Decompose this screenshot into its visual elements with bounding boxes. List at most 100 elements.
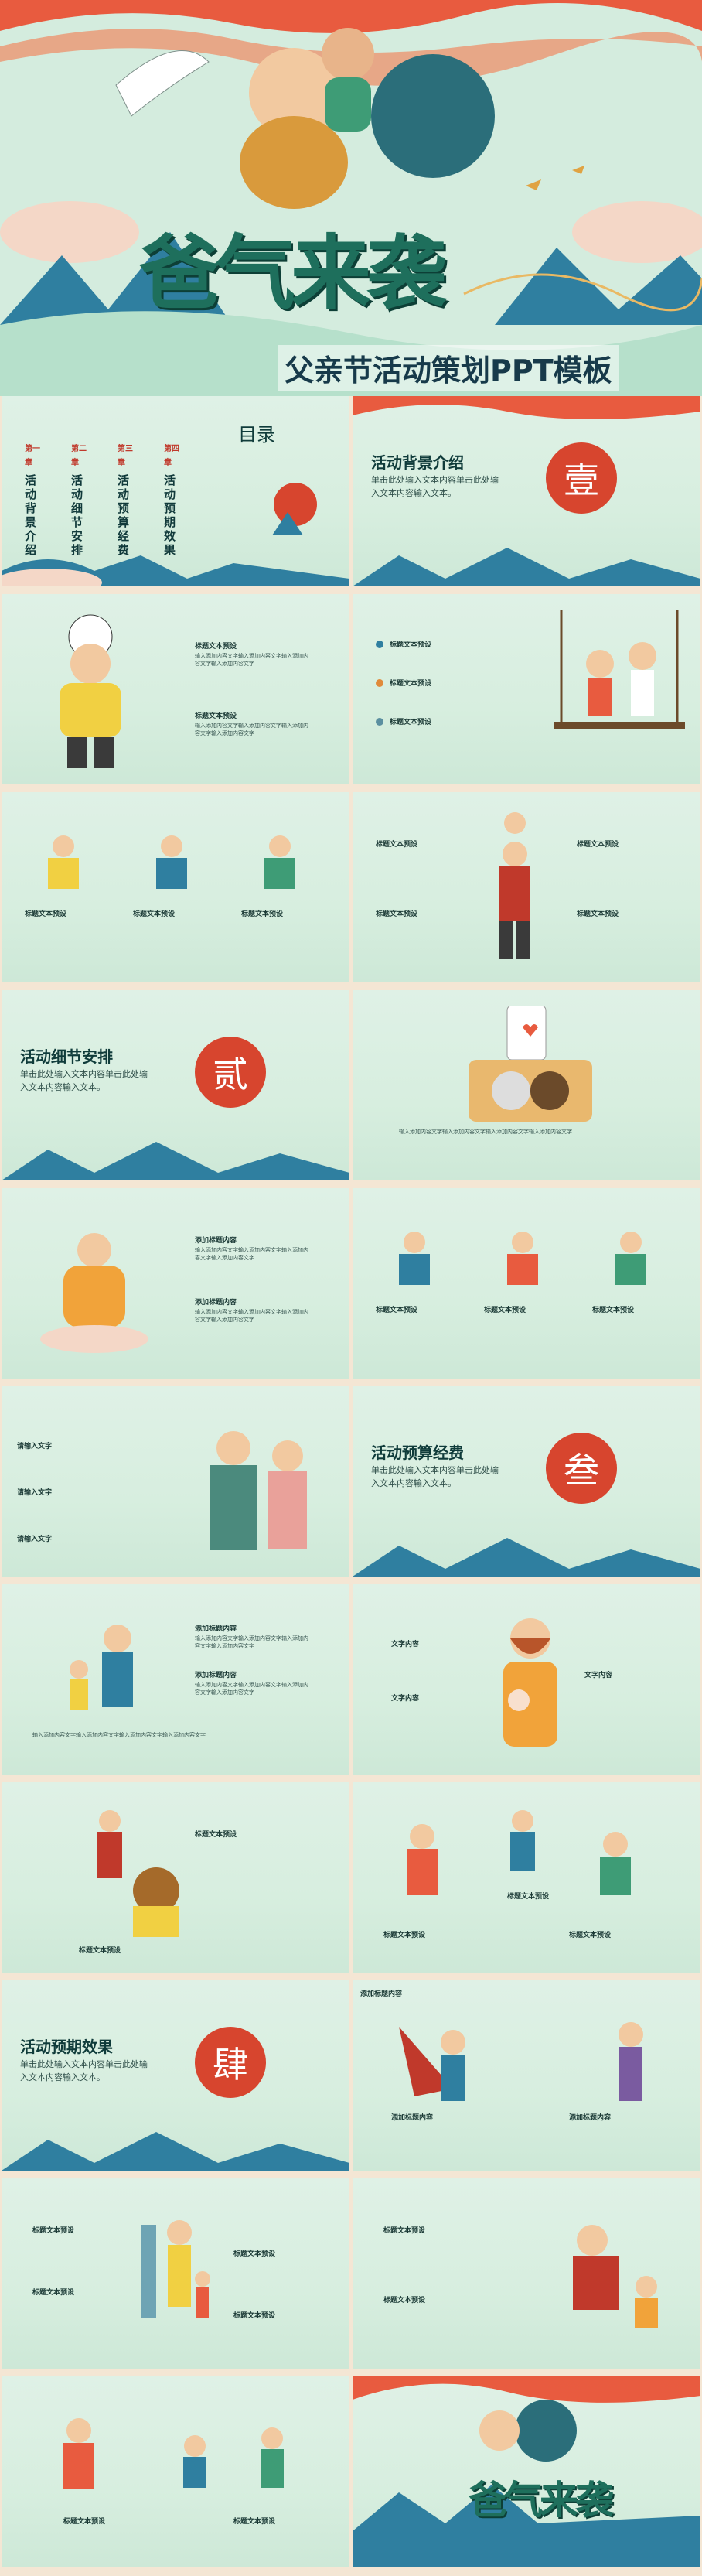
item-heading: 标题文本预设	[133, 910, 176, 918]
slide-dad-lifting-child[interactable]: 标题文本预设 标题文本预设 标题文本预设 标题文本预设	[353, 792, 700, 982]
slide-section-3[interactable]: 活动预算经费 单击此处输入文本内容单击此处输入文本内容输入文本。 叁	[353, 1386, 700, 1577]
slide-section-4[interactable]: 活动预期效果 单击此处输入文本内容单击此处输入文本内容输入文本。 肆	[2, 1980, 349, 2171]
item-text: 输入添加内容文字输入添加内容文字输入添加内容文字输入添加内容文字	[195, 723, 308, 736]
item-heading: 标题文本预设	[577, 910, 619, 918]
item-heading: 标题文本预设	[195, 643, 237, 651]
item-heading: 标题文本预设	[32, 2227, 75, 2235]
section-seal: 肆	[195, 2027, 266, 2098]
closing-title: 爸气来袭	[469, 2477, 614, 2523]
item-heading: 添加标题内容	[195, 1299, 237, 1307]
slide-grandparents[interactable]: 请输入文字 请输入文字 请输入文字	[2, 1386, 349, 1577]
item-heading: 添加标题内容	[195, 1625, 237, 1633]
item-heading: 标题文本预设	[507, 1893, 550, 1901]
item-heading: 标题文本预设	[390, 641, 432, 649]
slide-section-1[interactable]: 活动背景介绍 单击此处输入文本内容单击此处输入文本内容输入文本。 壹	[353, 396, 700, 586]
item-heading: 请输入文字	[17, 1443, 53, 1450]
item-heading: 标题文本预设	[383, 2297, 426, 2304]
section-desc: 单击此处输入文本内容单击此处输入文本内容输入文本。	[371, 475, 499, 498]
item-heading: 请输入文字	[17, 1536, 53, 1543]
item-heading: 标题文本预设	[383, 2227, 426, 2235]
section-desc: 单击此处输入文本内容单击此处输入文本内容输入文本。	[20, 1069, 148, 1092]
section-seal: 贰	[195, 1037, 266, 1108]
item-heading: 添加标题内容	[360, 1990, 403, 1998]
slide-beach[interactable]: 添加标题内容 输入添加内容文字输入添加内容文字输入添加内容文字输入添加内容文字 …	[2, 1584, 349, 1775]
slide-dad-bear[interactable]: 标题文本预设 标题文本预设	[2, 1782, 349, 1973]
slide-panda-dad[interactable]: 标题文本预设 输入添加内容文字输入添加内容文字输入添加内容文字输入添加内容文字 …	[2, 594, 349, 784]
slide-section-2[interactable]: 活动细节安排 单击此处输入文本内容单击此处输入文本内容输入文本。 贰	[2, 990, 349, 1180]
slide-three-scenes[interactable]: 标题文本预设 标题文本预设 标题文本预设	[2, 792, 349, 982]
item-heading: 添加标题内容	[569, 2114, 612, 2122]
selfie-illustration	[469, 1006, 592, 1122]
cover-artwork	[0, 0, 702, 396]
slide-reading[interactable]: 标题文本预设 标题文本预设	[353, 2178, 700, 2369]
item-heading: 文字内容	[391, 1695, 420, 1703]
item-heading: 添加标题内容	[391, 2114, 434, 2122]
dad-child-walk-illustration	[141, 2220, 210, 2318]
slide-mother-baby[interactable]: 添加标题内容 输入添加内容文字输入添加内容文字输入添加内容文字输入添加内容文字 …	[2, 1188, 349, 1379]
slide-city-walk[interactable]: 标题文本预设 标题文本预设 标题文本预设 标题文本预设	[2, 2178, 349, 2369]
item-heading: 标题文本预设	[233, 2250, 276, 2258]
footer-text: 输入添加内容文字输入添加内容文字输入添加内容文字输入添加内容文字	[399, 1129, 572, 1135]
family-scenes-illustration	[407, 1810, 631, 1895]
dad-lifting-child-illustration	[499, 812, 530, 959]
family-activities-illustration	[63, 2418, 284, 2489]
section-seal: 叁	[546, 1433, 617, 1504]
item-text: 输入添加内容文字输入添加内容文字输入添加内容文字输入添加内容文字	[195, 1635, 308, 1649]
mountain-art	[353, 1538, 700, 1577]
slide-closing[interactable]: 爸气来袭	[353, 2376, 700, 2567]
item-heading: 文字内容	[391, 1641, 420, 1648]
swing-family-illustration	[554, 610, 685, 729]
mountain-art	[2, 2132, 349, 2171]
closing-cover-art	[353, 2376, 700, 2567]
item-heading: 标题文本预设	[390, 719, 432, 726]
section-desc: 单击此处输入文本内容单击此处输入文本内容输入文本。	[20, 2059, 148, 2082]
item-heading: 标题文本预设	[376, 841, 418, 849]
dad-panda-illustration	[60, 614, 121, 768]
item-text: 输入添加内容文字输入添加内容文字输入添加内容文字输入添加内容文字	[195, 1682, 308, 1696]
slide-swing[interactable]: 标题文本预设 标题文本预设 标题文本预设	[353, 594, 700, 784]
section-title: 活动细节安排	[20, 1047, 113, 1066]
item-heading: 标题文本预设	[25, 910, 67, 918]
item-heading: 标题文本预设	[376, 1307, 418, 1314]
slide-dad-baby[interactable]: 文字内容 文字内容 文字内容	[353, 1584, 700, 1775]
item-heading: 添加标题内容	[195, 1672, 237, 1679]
wave-art	[353, 396, 700, 419]
item-heading: 标题文本预设	[32, 2289, 75, 2297]
dad-reading-illustration	[573, 2225, 658, 2328]
section-title: 活动预期效果	[20, 2038, 113, 2056]
mountain-art	[353, 548, 700, 586]
sun-crane-art	[272, 483, 317, 535]
slide-toc[interactable]: 目录 第一章 活动背景介绍 第二章 活动细节安排 第三章 活动预算经费 第四章 活动预期…	[2, 396, 349, 586]
item-heading: 文字内容	[584, 1672, 613, 1679]
toc-item-4[interactable]: 第四章 活动预期效果	[164, 445, 179, 557]
toc-item-3[interactable]: 第三章 活动预算经费	[118, 445, 133, 557]
three-activities-illustration	[399, 1232, 646, 1285]
mountain-art	[2, 1142, 349, 1180]
item-heading: 标题文本预设	[233, 2518, 276, 2526]
toc-item-2[interactable]: 第二章 活动细节安排	[71, 445, 87, 557]
dad-holding-baby-illustration	[503, 1618, 557, 1747]
toc-item-1[interactable]: 第一章 活动背景介绍	[25, 445, 40, 557]
section-seal: 壹	[546, 442, 617, 514]
slide-superhero[interactable]: 添加标题内容 添加标题内容 添加标题内容	[353, 1980, 700, 2171]
item-heading: 标题文本预设	[383, 1932, 426, 1939]
slide-umbrella[interactable]: 标题文本预设 标题文本预设	[2, 2376, 349, 2567]
toc-title: 目录	[238, 424, 275, 446]
item-text: 输入添加内容文字输入添加内容文字输入添加内容文字输入添加内容文字	[195, 1247, 308, 1261]
item-heading: 标题文本预设	[376, 910, 418, 918]
family-hug-illustration	[40, 1233, 148, 1353]
slide-four-scenes[interactable]: 标题文本预设 标题文本预设 标题文本预设	[353, 1782, 700, 1973]
item-text: 输入添加内容文字输入添加内容文字输入添加内容文字输入添加内容文字	[195, 1309, 308, 1323]
item-heading: 标题文本预设	[195, 1831, 237, 1839]
bullet-icon	[376, 718, 383, 726]
slide-phone-selfie[interactable]: 输入添加内容文字输入添加内容文字输入添加内容文字输入添加内容文字	[353, 990, 700, 1180]
section-desc: 单击此处输入文本内容单击此处输入文本内容输入文本。	[371, 1465, 499, 1488]
slide-three-activities[interactable]: 标题文本预设 标题文本预设 标题文本预设	[353, 1188, 700, 1379]
item-heading: 标题文本预设	[390, 680, 432, 688]
item-heading: 标题文本预设	[484, 1307, 526, 1314]
cover-subtitle: 父亲节活动策划PPT模板	[278, 345, 619, 391]
footer-text: 输入添加内容文字输入添加内容文字输入添加内容文字输入添加内容文字	[32, 1732, 206, 1738]
dad-child-bear-illustration	[97, 1810, 179, 1937]
three-scenes-illustration	[48, 835, 295, 889]
